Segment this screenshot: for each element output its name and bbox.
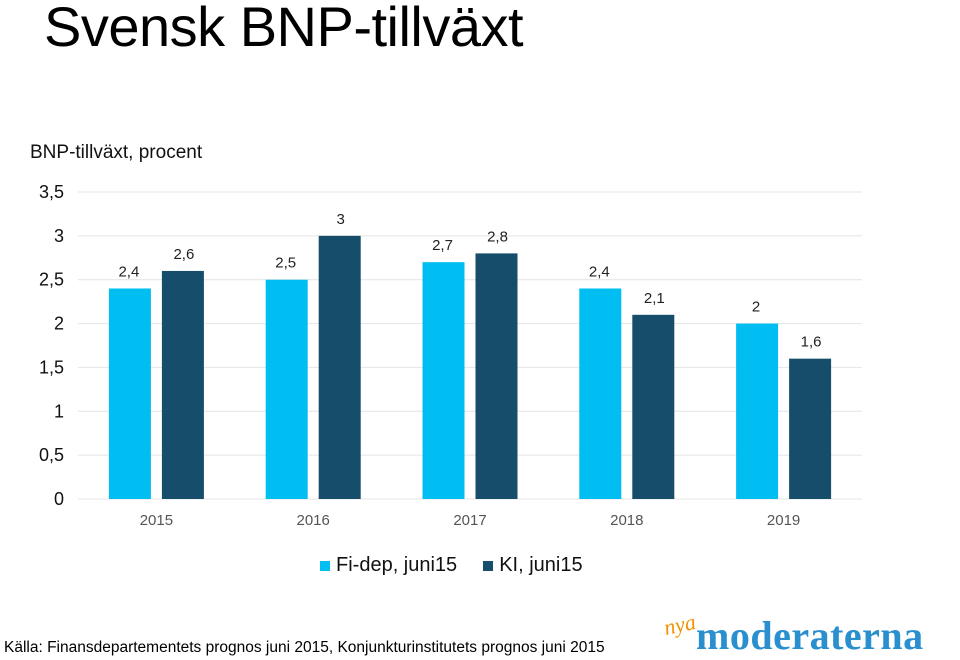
bar-ki-2015 [161,270,204,499]
bar-fi-dep-2017 [422,262,465,499]
y-axis-ticks: 0 0,5 1 1,5 2 2,5 3 3,5 [39,182,64,509]
data-label: 3 [337,211,345,228]
bars [108,235,832,499]
data-label: 2,6 [173,246,194,263]
bar-ki-2019 [789,358,832,499]
gridlines [78,191,862,500]
legend-item-fi-dep: Fi-dep, juni15 [320,554,457,577]
y-tick-label: 3,5 [39,182,64,202]
legend-swatch-fi-dep [320,560,330,571]
chart-title: Svensk BNP-tillväxt [44,0,524,58]
data-label: 1,6 [801,334,822,351]
bar-ki-2017 [475,253,518,499]
y-tick-label: 2 [54,314,64,334]
logo-main-text: moderaterna [696,613,924,658]
legend-label-fi-dep: Fi-dep, juni15 [336,554,458,576]
data-label: 2,8 [487,228,508,245]
data-label: 2,1 [644,290,665,307]
source-note: Källa: Finansdepartementets prognos juni… [4,639,605,656]
y-tick-label: 0 [54,489,64,509]
data-label: 2,4 [589,263,610,280]
data-label: 2 [752,299,760,316]
bar-fi-dep-2015 [108,288,151,499]
bar-ki-2018 [632,314,675,499]
logo-small-text: nya [661,608,698,641]
bar-chart: 00,511,522,533,5 2,42,62,532,72,82,42,12… [39,182,862,529]
bar-fi-dep-2016 [265,279,308,499]
legend-label-ki: KI, juni15 [499,554,583,576]
x-tick-label: 2016 [297,512,330,529]
x-tick-label: 2019 [767,512,800,529]
bar-ki-2016 [318,235,361,499]
data-label: 2,7 [432,237,453,254]
bar-fi-dep-2018 [579,288,622,499]
legend-item-ki: KI, juni15 [483,554,583,577]
y-tick-label: 2,5 [39,270,64,290]
legend: Fi-dep, juni15 KI, juni15 [320,554,583,577]
x-axis-ticks: 2015 2016 2017 2018 2019 [140,512,801,529]
x-tick-label: 2017 [453,512,486,529]
y-tick-label: 1,5 [39,357,64,377]
y-tick-label: 1 [54,401,64,421]
x-tick-label: 2018 [610,512,643,529]
chart-subtitle: BNP-tillväxt, procent [30,142,203,163]
bar-fi-dep-2019 [736,323,779,499]
data-labels: 2,4 2,6 2,5 3 2,7 2,8 2,4 2,1 2 1,6 [118,211,821,351]
y-tick-label: 0,5 [39,445,64,465]
x-tick-label: 2015 [140,512,173,529]
data-label: 2,5 [275,255,296,272]
y-tick-label: 3 [54,226,64,246]
moderaterna-logo: nya moderaterna [661,608,960,660]
data-label: 2,4 [118,263,139,280]
legend-swatch-ki [483,560,494,571]
